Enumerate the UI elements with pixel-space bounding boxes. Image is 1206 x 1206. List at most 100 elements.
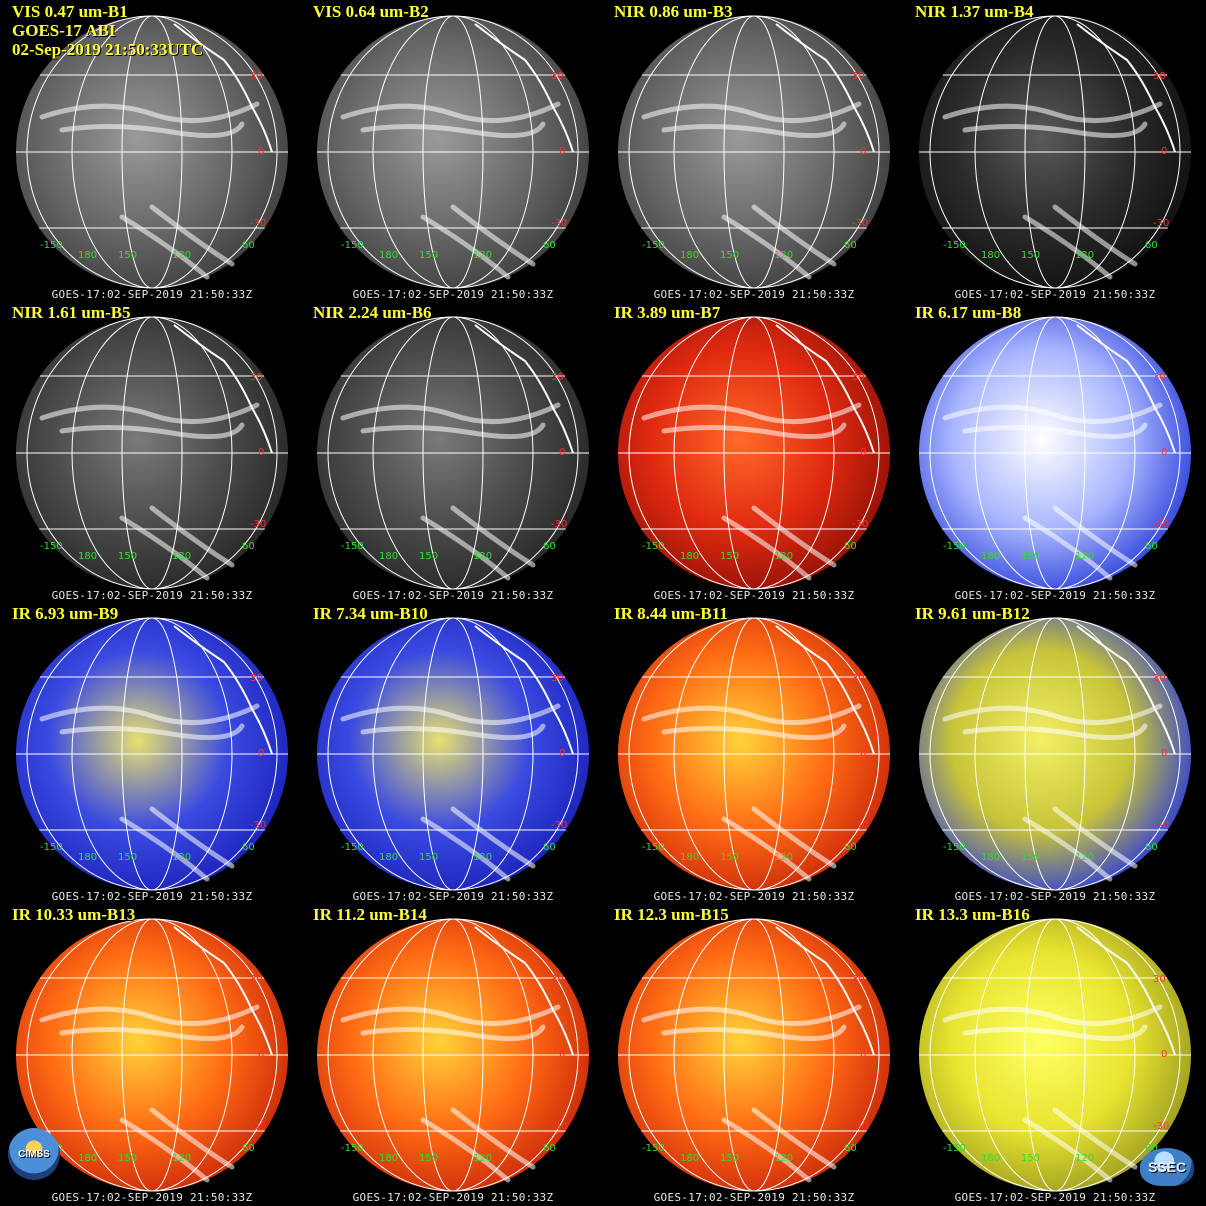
latitude-label: 30 <box>852 71 865 82</box>
panel-timestamp: GOES-17:02-SEP-2019 21:50:33Z <box>352 288 554 301</box>
longitude-label: 150 <box>720 1153 739 1164</box>
longitude-label: 120 <box>774 551 793 562</box>
earth-disk-image: 30 0 -30 -150 180 150 120 60 <box>919 15 1191 289</box>
band-title: IR 8.44 um-B11 <box>614 604 728 623</box>
longitude-label: 180 <box>379 852 398 863</box>
band-title: IR 11.2 um-B14 <box>313 905 427 924</box>
band-label: IR 8.44 um-B11 <box>614 604 728 623</box>
longitude-label: 60 <box>1145 842 1158 853</box>
longitude-label: -150 <box>642 240 665 251</box>
band-label: NIR 1.37 um-B4 <box>915 2 1034 21</box>
band-label: IR 9.61 um-B12 <box>915 604 1030 623</box>
longitude-label: 150 <box>1021 250 1040 261</box>
panel-timestamp: GOES-17:02-SEP-2019 21:50:33Z <box>653 1191 855 1204</box>
latitude-label: 0 <box>860 447 866 458</box>
cloud-band <box>340 703 561 726</box>
cloud-band <box>721 515 812 581</box>
longitude-line <box>628 617 880 891</box>
latitude-label: -30 <box>852 1121 868 1132</box>
longitude-label: 120 <box>1075 551 1094 562</box>
cloud-band <box>641 703 862 726</box>
latitude-label: 0 <box>860 146 866 157</box>
longitude-label: 120 <box>172 852 191 863</box>
cloud-band <box>721 1117 812 1183</box>
longitude-label: -150 <box>341 541 364 552</box>
latitude-label: 0 <box>559 748 565 759</box>
longitude-label: 150 <box>1021 1153 1040 1164</box>
cloud-band <box>1022 1117 1113 1183</box>
longitude-label: 120 <box>774 852 793 863</box>
longitude-label: 150 <box>1021 852 1040 863</box>
longitude-line <box>327 316 579 590</box>
longitude-line <box>327 15 579 289</box>
panel-timestamp: GOES-17:02-SEP-2019 21:50:33Z <box>653 890 855 903</box>
earth-disk-image: 30 0 -30 -150 180 150 120 60 <box>919 316 1191 590</box>
coastline <box>173 324 273 454</box>
cloud-band <box>962 121 1148 139</box>
longitude-line <box>929 918 1181 1192</box>
cloud-band <box>360 422 546 440</box>
cloud-band <box>450 806 536 869</box>
earth-disk-image: 30 0 -30 -150 180 150 120 60 <box>16 15 288 289</box>
longitude-label: 120 <box>774 250 793 261</box>
band-label: VIS 0.47 um-B1 <box>12 2 128 21</box>
cloud-band <box>59 1024 245 1042</box>
coastline <box>775 324 875 454</box>
cloud-band <box>661 1024 847 1042</box>
band-title: IR 13.3 um-B16 <box>915 905 1030 924</box>
longitude-label: 180 <box>680 852 699 863</box>
longitude-label: 60 <box>1145 1143 1158 1154</box>
latitude-label: -30 <box>250 820 266 831</box>
cloud-band <box>641 101 862 124</box>
band-panel: 30 0 -30 -150 180 150 120 60 IR 3.89 um-B7 GOES-1… <box>604 303 904 603</box>
band-label: VIS 0.64 um-B2 <box>313 2 429 21</box>
cloud-band <box>149 806 235 869</box>
panel-timestamp: GOES-17:02-SEP-2019 21:50:33Z <box>51 288 253 301</box>
earth-disk-image: 30 0 -30 -150 180 150 120 60 <box>16 316 288 590</box>
band-panel: 30 0 -30 -150 180 150 120 60 IR 6.17 um-B8 GOES-1… <box>905 303 1205 603</box>
longitude-line <box>26 316 278 590</box>
cloud-band <box>450 204 536 267</box>
coastline <box>775 625 875 755</box>
longitude-label: 120 <box>473 852 492 863</box>
longitude-label: 120 <box>172 250 191 261</box>
longitude-line <box>26 15 278 289</box>
band-label: IR 13.3 um-B16 <box>915 905 1030 924</box>
longitude-label: 60 <box>242 240 255 251</box>
panel-timestamp: GOES-17:02-SEP-2019 21:50:33Z <box>51 1191 253 1204</box>
longitude-label: 150 <box>118 1153 137 1164</box>
longitude-label: 150 <box>720 551 739 562</box>
latitude-label: -30 <box>250 1121 266 1132</box>
band-panel: 30 0 -30 -150 180 150 120 60 IR 13.3 um-B16 GOES-… <box>905 905 1205 1205</box>
longitude-line <box>628 15 880 289</box>
cloud-band <box>942 1004 1163 1027</box>
latitude-label: 30 <box>1153 71 1166 82</box>
band-title: NIR 2.24 um-B6 <box>313 303 432 322</box>
longitude-label: 180 <box>981 1153 1000 1164</box>
cloud-band <box>751 1107 837 1170</box>
longitude-label: -150 <box>40 240 63 251</box>
latitude-label: -30 <box>551 820 567 831</box>
band-panel: 30 0 -30 -150 180 150 120 60 IR 11.2 um-B14 GOES-… <box>303 905 603 1205</box>
cloud-band <box>942 402 1163 425</box>
band-title: IR 7.34 um-B10 <box>313 604 428 623</box>
longitude-label: 60 <box>543 1143 556 1154</box>
cloud-band <box>119 214 210 280</box>
band-label: NIR 2.24 um-B6 <box>313 303 432 322</box>
cloud-band <box>751 806 837 869</box>
coastline <box>474 625 574 755</box>
panel-timestamp: GOES-17:02-SEP-2019 21:50:33Z <box>352 589 554 602</box>
longitude-label: 120 <box>172 551 191 562</box>
earth-disk-image: 30 0 -30 -150 180 150 120 60 <box>317 15 589 289</box>
cimss-logo: CIMSS <box>8 1128 60 1180</box>
earth-disk-image: 30 0 -30 -150 180 150 120 60 <box>618 918 890 1192</box>
band-title: NIR 1.61 um-B5 <box>12 303 131 322</box>
longitude-label: 180 <box>981 250 1000 261</box>
band-title: IR 9.61 um-B12 <box>915 604 1030 623</box>
cloud-band <box>420 1117 511 1183</box>
cloud-band <box>661 723 847 741</box>
earth-disk-image: 30 0 -30 -150 180 150 120 60 <box>618 617 890 891</box>
latitude-label: 30 <box>551 974 564 985</box>
cloud-band <box>661 121 847 139</box>
